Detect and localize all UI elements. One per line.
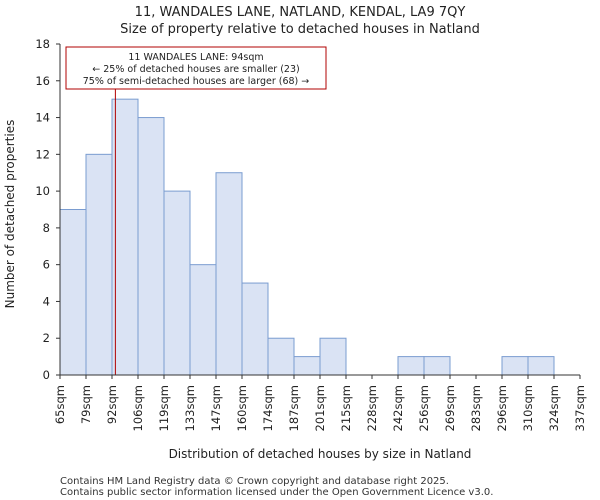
y-tick-label: 18 — [35, 37, 50, 51]
x-tick-label: 296sqm — [495, 385, 509, 431]
y-tick-label: 8 — [43, 221, 50, 235]
bar-79sqm — [85, 153, 113, 376]
bar-310sqm — [527, 356, 555, 376]
y-tick-label: 10 — [35, 184, 50, 198]
x-tick-label: 228sqm — [365, 385, 379, 431]
x-axis-title: Distribution of detached houses by size … — [169, 447, 472, 461]
x-tick-label: 119sqm — [157, 385, 171, 431]
annotation-line3: 75% of semi-detached houses are larger (… — [83, 76, 310, 87]
y-axis-title: Number of detached properties — [3, 120, 17, 309]
x-tick-label: 256sqm — [417, 385, 431, 431]
annotation-line1: 11 WANDALES LANE: 94sqm — [128, 52, 263, 63]
x-tick-label: 187sqm — [287, 385, 301, 431]
x-tick-label: 337sqm — [573, 385, 587, 431]
annotation-border — [65, 46, 327, 90]
footer-line2: Contains public sector information licen… — [60, 487, 493, 498]
bars-group — [59, 98, 555, 376]
bar-106sqm — [137, 117, 165, 376]
x-tick-label: 79sqm — [79, 385, 93, 424]
annotation-box: 11 WANDALES LANE: 94sqm ← 25% of detache… — [65, 46, 327, 90]
annotation-line2: ← 25% of detached houses are smaller (23… — [92, 64, 299, 75]
bar-92sqm — [111, 98, 139, 376]
x-axis-ticks: 65sqm 79sqm 92sqm 106sqm 119sqm 133sqm 147sqm 1… — [53, 375, 587, 431]
bar-256sqm — [423, 356, 451, 376]
y-tick-label: 14 — [35, 111, 50, 125]
bar-160sqm — [241, 282, 269, 376]
x-tick-label: 310sqm — [521, 385, 535, 431]
y-tick-label: 2 — [43, 331, 50, 345]
x-tick-label: 324sqm — [547, 385, 561, 431]
y-tick-label: 16 — [35, 74, 50, 88]
y-tick-label: 4 — [43, 294, 50, 308]
x-tick-label: 283sqm — [469, 385, 483, 431]
y-tick-label: 0 — [43, 368, 50, 382]
chart-title-line2: Size of property relative to detached ho… — [120, 22, 480, 37]
x-tick-label: 269sqm — [443, 385, 457, 431]
footer-line1: Contains HM Land Registry data © Crown c… — [60, 476, 449, 487]
x-tick-label: 147sqm — [209, 385, 223, 431]
bar-242sqm — [397, 356, 425, 376]
bar-296sqm — [501, 356, 529, 376]
bar-147sqm — [215, 172, 243, 376]
x-tick-label: 133sqm — [183, 385, 197, 431]
y-tick-label: 12 — [35, 147, 50, 161]
y-tick-label: 6 — [43, 258, 50, 272]
bar-187sqm — [293, 356, 321, 376]
x-tick-label: 201sqm — [313, 385, 327, 431]
x-tick-label: 65sqm — [53, 385, 67, 424]
bar-133sqm — [189, 264, 217, 376]
x-tick-label: 242sqm — [391, 385, 405, 431]
bar-65sqm — [59, 209, 87, 376]
x-tick-label: 215sqm — [339, 385, 353, 431]
chart-title-line1: 11, WANDALES LANE, NATLAND, KENDAL, LA9 … — [135, 5, 466, 20]
x-tick-label: 174sqm — [261, 385, 275, 431]
x-tick-label: 92sqm — [105, 385, 119, 424]
bar-174sqm — [267, 337, 295, 376]
x-tick-label: 106sqm — [131, 385, 145, 431]
bar-119sqm — [163, 190, 191, 376]
y-axis-ticks: 0 2 4 6 8 10 12 14 16 18 — [35, 37, 60, 382]
x-tick-label: 160sqm — [235, 385, 249, 431]
bar-201sqm — [319, 337, 347, 376]
